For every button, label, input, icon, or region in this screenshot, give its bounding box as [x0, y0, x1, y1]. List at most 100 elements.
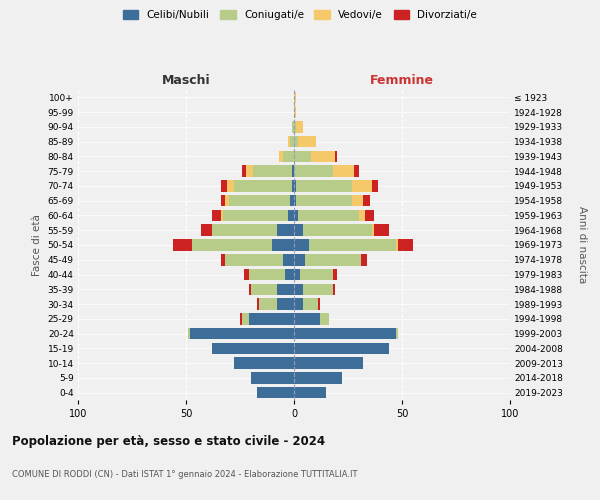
Bar — [277, 224, 294, 236]
Bar — [294, 180, 296, 192]
Bar — [296, 180, 352, 192]
Bar — [294, 313, 320, 324]
Bar — [212, 210, 221, 221]
Bar — [333, 269, 337, 280]
Bar — [173, 239, 193, 251]
Bar — [305, 254, 361, 266]
Bar — [355, 166, 359, 177]
Bar — [294, 224, 302, 236]
Bar — [257, 298, 259, 310]
Text: Femmine: Femmine — [370, 74, 434, 87]
Bar — [298, 210, 359, 221]
Bar — [229, 195, 290, 206]
Bar — [242, 166, 247, 177]
Bar — [294, 106, 296, 118]
Bar — [302, 284, 333, 295]
Bar — [188, 328, 190, 340]
Bar — [294, 298, 302, 310]
Bar — [335, 150, 337, 162]
Bar — [374, 224, 389, 236]
Bar — [244, 269, 248, 280]
Bar — [253, 166, 292, 177]
Bar — [302, 224, 372, 236]
Bar — [395, 239, 398, 251]
Bar — [311, 150, 335, 162]
Bar — [352, 195, 363, 206]
Text: Popolazione per età, sesso e stato civile - 2024: Popolazione per età, sesso e stato civil… — [12, 435, 325, 448]
Bar — [292, 166, 294, 177]
Bar — [301, 269, 333, 280]
Bar — [318, 298, 320, 310]
Bar — [298, 136, 316, 147]
Bar — [272, 239, 294, 251]
Bar — [225, 195, 229, 206]
Bar — [352, 180, 372, 192]
Bar — [395, 328, 398, 340]
Bar — [294, 269, 301, 280]
Bar — [294, 195, 296, 206]
Bar — [333, 166, 355, 177]
Bar — [294, 239, 309, 251]
Bar — [242, 313, 248, 324]
Bar — [283, 254, 294, 266]
Y-axis label: Anni di nascita: Anni di nascita — [577, 206, 587, 284]
Bar — [333, 284, 335, 295]
Bar — [294, 342, 389, 354]
Bar — [221, 180, 227, 192]
Bar — [277, 298, 294, 310]
Bar — [233, 180, 292, 192]
Bar — [294, 372, 341, 384]
Text: COMUNE DI RODDI (CN) - Dati ISTAT 1° gennaio 2024 - Elaborazione TUTTITALIA.IT: COMUNE DI RODDI (CN) - Dati ISTAT 1° gen… — [12, 470, 358, 479]
Bar — [359, 210, 365, 221]
Bar — [233, 358, 294, 369]
Bar — [201, 224, 212, 236]
Bar — [365, 210, 374, 221]
Bar — [309, 239, 395, 251]
Bar — [277, 284, 294, 295]
Bar — [302, 298, 318, 310]
Bar — [287, 210, 294, 221]
Bar — [283, 150, 294, 162]
Bar — [240, 313, 242, 324]
Bar — [294, 254, 305, 266]
Bar — [292, 180, 294, 192]
Bar — [294, 387, 326, 398]
Bar — [193, 239, 272, 251]
Bar — [257, 387, 294, 398]
Bar — [221, 210, 223, 221]
Bar — [294, 328, 395, 340]
Bar — [212, 342, 294, 354]
Bar — [221, 254, 225, 266]
Bar — [248, 284, 251, 295]
Bar — [227, 180, 233, 192]
Bar — [294, 121, 296, 132]
Bar — [290, 195, 294, 206]
Bar — [294, 92, 296, 103]
Bar — [294, 284, 302, 295]
Bar — [398, 239, 413, 251]
Bar — [294, 166, 333, 177]
Bar — [296, 195, 352, 206]
Bar — [259, 298, 277, 310]
Bar — [221, 195, 225, 206]
Bar — [223, 210, 287, 221]
Bar — [286, 269, 294, 280]
Bar — [372, 224, 374, 236]
Y-axis label: Fasce di età: Fasce di età — [32, 214, 42, 276]
Bar — [248, 269, 286, 280]
Bar — [294, 358, 363, 369]
Bar — [363, 195, 370, 206]
Bar — [247, 166, 253, 177]
Bar — [292, 121, 294, 132]
Bar — [320, 313, 329, 324]
Bar — [190, 328, 294, 340]
Bar — [248, 313, 294, 324]
Bar — [212, 224, 277, 236]
Bar — [225, 254, 283, 266]
Bar — [290, 136, 294, 147]
Bar — [294, 136, 298, 147]
Bar — [372, 180, 378, 192]
Bar — [294, 150, 311, 162]
Legend: Celibi/Nubili, Coniugati/e, Vedovi/e, Divorziati/e: Celibi/Nubili, Coniugati/e, Vedovi/e, Di… — [121, 8, 479, 22]
Bar — [251, 372, 294, 384]
